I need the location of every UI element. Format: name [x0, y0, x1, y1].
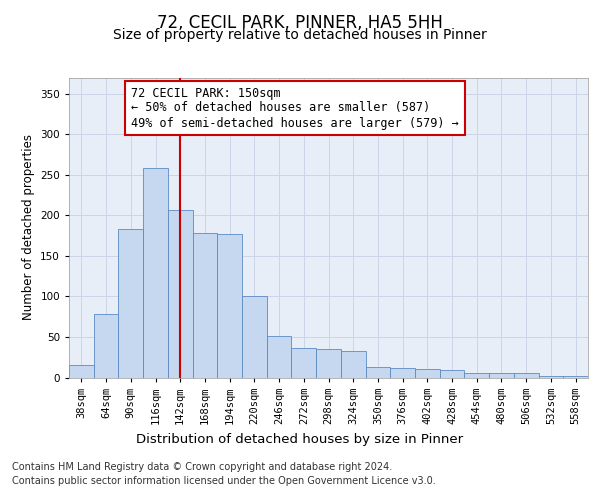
Bar [193, 233, 217, 378]
Bar [118, 229, 143, 378]
Text: 72, CECIL PARK, PINNER, HA5 5HH: 72, CECIL PARK, PINNER, HA5 5HH [157, 14, 443, 32]
Bar [168, 210, 193, 378]
Bar [489, 374, 514, 378]
Y-axis label: Number of detached properties: Number of detached properties [22, 134, 35, 320]
Bar [267, 336, 292, 378]
Bar [415, 370, 440, 378]
Text: 72 CECIL PARK: 150sqm
← 50% of detached houses are smaller (587)
49% of semi-det: 72 CECIL PARK: 150sqm ← 50% of detached … [131, 86, 459, 130]
Bar [464, 374, 489, 378]
Text: Contains HM Land Registry data © Crown copyright and database right 2024.: Contains HM Land Registry data © Crown c… [12, 462, 392, 472]
Bar [316, 349, 341, 378]
Bar [292, 348, 316, 378]
Bar [365, 367, 390, 378]
Text: Distribution of detached houses by size in Pinner: Distribution of detached houses by size … [136, 432, 464, 446]
Text: Contains public sector information licensed under the Open Government Licence v3: Contains public sector information licen… [12, 476, 436, 486]
Bar [390, 368, 415, 378]
Bar [514, 374, 539, 378]
Bar [341, 350, 365, 378]
Bar [94, 314, 118, 378]
Bar [143, 168, 168, 378]
Bar [217, 234, 242, 378]
Bar [242, 296, 267, 378]
Bar [440, 370, 464, 378]
Bar [69, 366, 94, 378]
Bar [563, 376, 588, 378]
Text: Size of property relative to detached houses in Pinner: Size of property relative to detached ho… [113, 28, 487, 42]
Bar [539, 376, 563, 378]
